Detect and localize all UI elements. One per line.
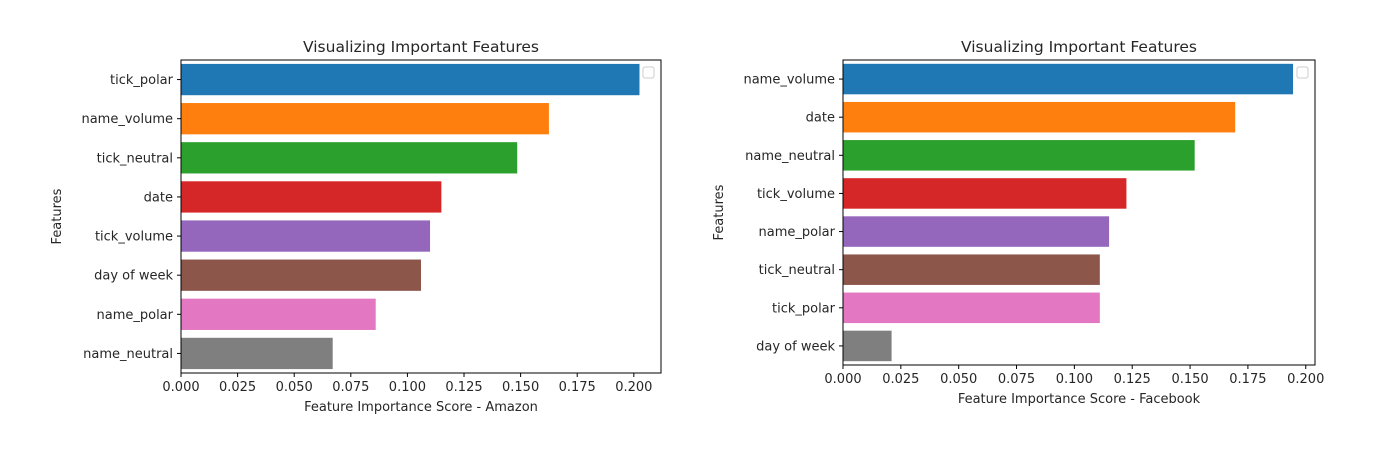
x-tick-label: 0.025 [219, 380, 256, 395]
x-tick-label: 0.100 [389, 380, 426, 395]
y-tick-label: name_polar [759, 225, 836, 240]
bar-tick_volume [843, 178, 1127, 209]
x-tick-label: 0.050 [276, 380, 313, 395]
x-tick-label: 0.000 [824, 372, 861, 387]
y-tick-label: name_neutral [83, 347, 173, 362]
x-tick-label: 0.050 [940, 372, 977, 387]
bar-tick_polar [843, 292, 1100, 324]
bar-day-of-week [181, 259, 421, 291]
y-tick-label: day of week [756, 339, 835, 354]
y-tick-label: name_volume [81, 112, 173, 127]
y-tick-label: tick_neutral [759, 263, 835, 278]
bar-tick_neutral [843, 254, 1100, 285]
y-tick-label: name_polar [97, 308, 174, 323]
bar-day-of-week [843, 330, 892, 362]
bar-name_volume [181, 103, 549, 135]
chart-title: Visualizing Important Features [961, 38, 1197, 56]
bar-name_polar [181, 298, 376, 330]
x-tick-label: 0.150 [502, 380, 539, 395]
x-tick-label: 0.075 [998, 372, 1035, 387]
x-tick-label: 0.125 [445, 380, 482, 395]
bar-tick_polar [181, 63, 640, 96]
x-tick-label: 0.175 [1229, 372, 1266, 387]
y-axis-label: Features [712, 184, 727, 240]
y-tick-label: day of week [94, 269, 173, 284]
x-tick-label: 0.100 [1056, 372, 1093, 387]
y-tick-label: date [806, 111, 835, 126]
x-tick-label: 0.000 [162, 380, 199, 395]
bar-name_neutral [843, 140, 1195, 171]
legend-box [1296, 66, 1309, 79]
y-axis-label: Features [50, 188, 65, 244]
x-tick-label: 0.125 [1114, 372, 1151, 387]
x-tick-label: 0.200 [615, 380, 652, 395]
y-tick-label: tick_neutral [97, 151, 173, 166]
y-tick-label: name_neutral [745, 149, 835, 164]
x-tick-label: 0.150 [1171, 372, 1208, 387]
bar-name_volume [843, 63, 1294, 95]
x-tick-label: 0.075 [332, 380, 369, 395]
y-tick-label: tick_volume [95, 230, 173, 245]
y-tick-label: tick_polar [772, 301, 836, 316]
bar-tick_neutral [181, 142, 518, 174]
y-tick-label: date [144, 190, 173, 205]
bar-date [843, 101, 1236, 133]
bar-date [181, 181, 442, 213]
x-axis-label: Feature Importance Score - Facebook [958, 392, 1201, 407]
bar-name_polar [843, 216, 1110, 247]
chart-title: Visualizing Important Features [303, 38, 539, 56]
x-tick-label: 0.175 [559, 380, 596, 395]
y-tick-label: tick_polar [110, 73, 174, 88]
y-tick-label: tick_volume [757, 187, 835, 202]
bar-tick_volume [181, 220, 431, 252]
axes-frame [842, 59, 1316, 366]
x-tick-label: 0.200 [1287, 372, 1324, 387]
x-tick-label: 0.025 [882, 372, 919, 387]
legend-box [642, 66, 655, 79]
y-tick-label: name_volume [743, 73, 835, 88]
axes-frame [180, 59, 662, 374]
x-axis-label: Feature Importance Score - Amazon [304, 400, 538, 415]
bar-name_neutral [181, 337, 333, 370]
